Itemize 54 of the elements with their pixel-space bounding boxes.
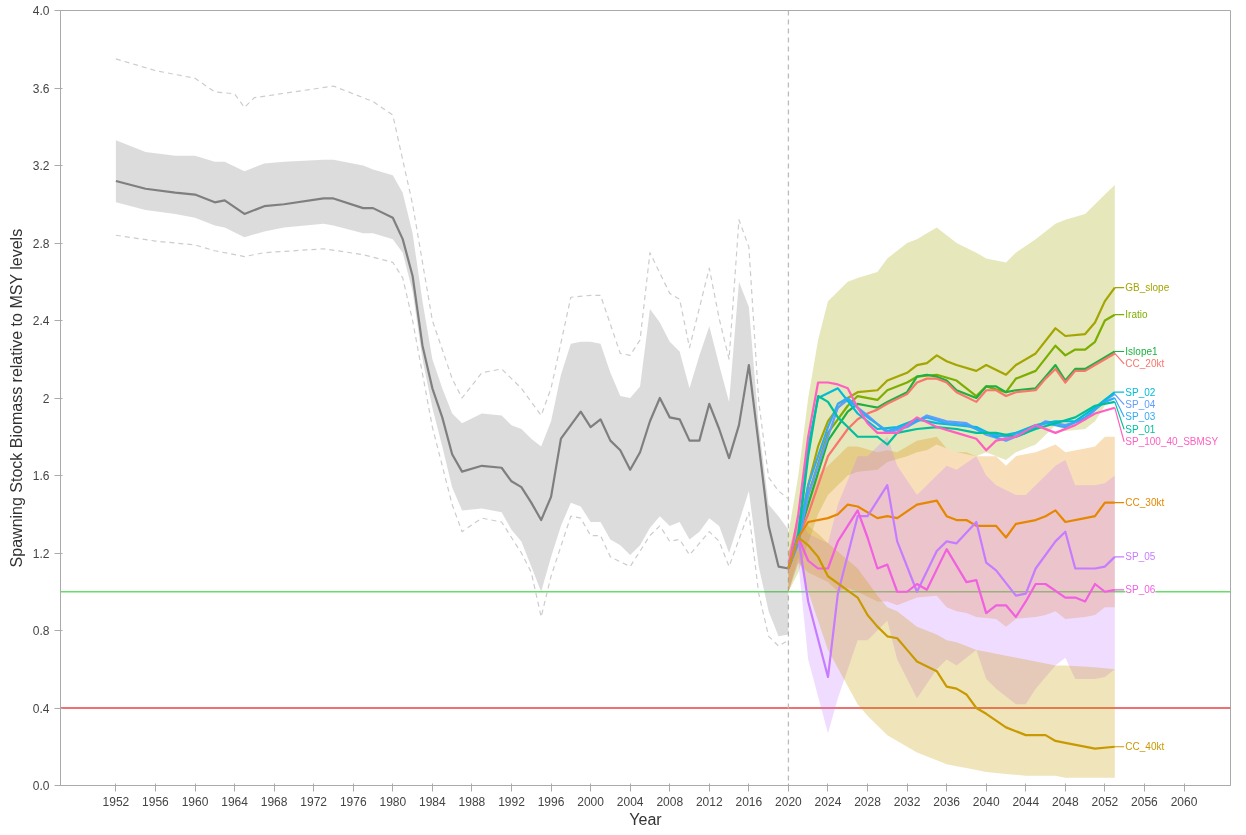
x-tick-label: 2056	[1131, 794, 1159, 809]
series-label: SP_02	[1125, 386, 1156, 398]
x-tick-label: 2004	[616, 794, 644, 809]
x-tick-label: 1960	[181, 794, 209, 809]
y-tick-label: 4.0	[32, 4, 50, 18]
legend-label: CC_20kt	[1125, 358, 1165, 370]
x-tick-label: 2028	[854, 794, 882, 809]
legend-label: GB_slope	[1125, 282, 1170, 294]
y-tick-label: 2.8	[32, 236, 50, 251]
x-tick-label: 1952	[102, 794, 130, 809]
y-tick-label: 0.4	[32, 701, 50, 716]
x-tick-label: 2024	[814, 794, 842, 809]
x-tick-label: 2040	[972, 794, 1000, 809]
x-tick-label: 2008	[656, 794, 684, 809]
x-tick-label: 1996	[537, 794, 565, 809]
y-tick-label: 3.2	[32, 159, 50, 173]
x-tick-label: 1972	[300, 794, 328, 809]
legend-label: CC_30kt	[1125, 497, 1165, 509]
x-tick-label: 2012	[695, 794, 723, 809]
y-tick-label: 2	[42, 391, 50, 406]
x-tick-label: 2060	[1170, 794, 1198, 809]
x-tick-label: 2016	[735, 794, 763, 809]
y-axis-title: Spawning Stock Biomass relative to MSY levels	[7, 228, 25, 568]
x-tick-label: 1980	[379, 794, 407, 809]
x-axis-title: Year	[629, 810, 663, 828]
x-tick-label: 2036	[933, 794, 961, 809]
series-label: SP_04	[1125, 399, 1156, 411]
legend-label: Iratio	[1125, 309, 1148, 321]
x-tick-label: 1956	[142, 794, 170, 809]
x-tick-label: 2032	[893, 794, 921, 809]
x-tick-label: 2044	[1012, 794, 1040, 809]
x-tick-label: 2020	[775, 794, 803, 809]
series-label: SP_03	[1125, 411, 1156, 423]
text: SP_01	[1125, 423, 1156, 435]
x-tick-label: 1976	[339, 794, 367, 809]
x-tick-label: 2048	[1051, 794, 1080, 809]
x-tick-label: 1988	[458, 794, 486, 809]
x-tick-label: 2052	[1091, 794, 1119, 809]
legend-label: SP_05	[1125, 551, 1156, 563]
y-tick-label: 2.4	[32, 314, 50, 328]
legend-label: CC_40kt	[1125, 741, 1165, 753]
y-tick-label: 0.8	[32, 624, 50, 638]
y-tick-label: 0.0	[32, 779, 50, 793]
legend-label: SP_06	[1125, 584, 1156, 596]
x-tick-label: 2000	[577, 794, 605, 809]
legend-label: Islope1	[1125, 346, 1158, 357]
y-tick-label: 1.6	[32, 469, 50, 483]
y-tick-label: 3.6	[32, 81, 50, 96]
series-label: SP_100_40_SBMSY	[1125, 436, 1219, 448]
y-tick-label: 1.2	[32, 546, 50, 561]
x-tick-label: 1992	[498, 794, 526, 809]
x-tick-label: 1968	[260, 794, 288, 809]
x-tick-label: 1984	[419, 794, 447, 809]
x-tick-label: 1964	[221, 794, 249, 809]
